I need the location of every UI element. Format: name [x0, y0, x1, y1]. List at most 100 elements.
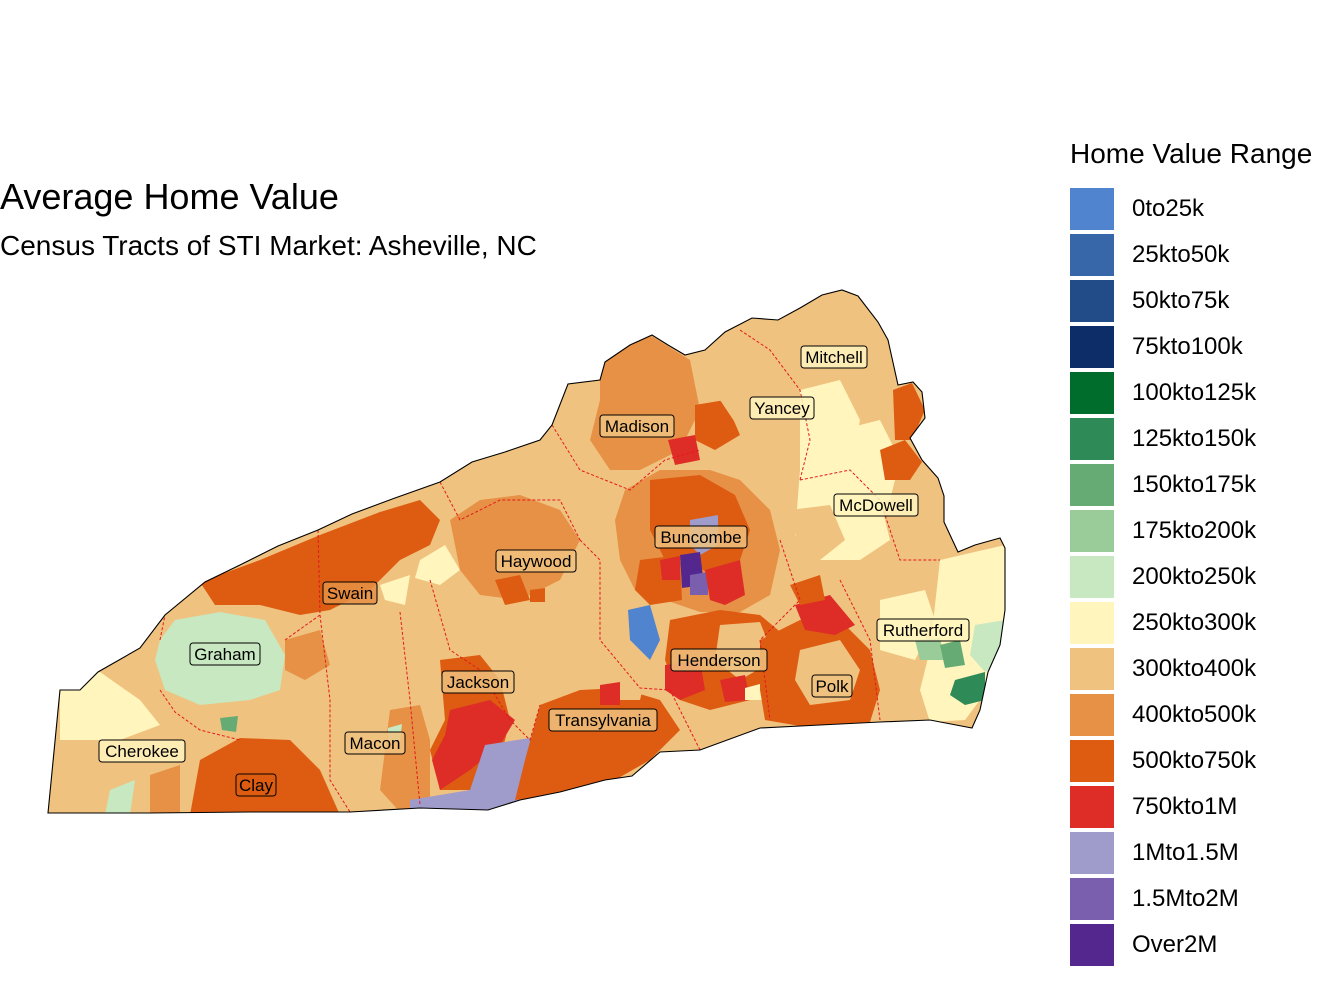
county-boundaries	[159, 329, 940, 813]
legend-item: 150kto175k	[1070, 462, 1344, 508]
tract	[200, 500, 440, 615]
legend-swatch	[1070, 234, 1114, 276]
legend-label: 100kto125k	[1132, 379, 1257, 406]
legend-swatch	[1070, 740, 1114, 782]
county-label: Buncombe	[654, 525, 748, 549]
tract	[628, 605, 660, 660]
tract	[60, 672, 160, 740]
legend-swatch	[1070, 602, 1114, 644]
county-label: Cherokee	[98, 739, 186, 763]
tract	[840, 420, 900, 505]
legend-item: Over2M	[1070, 922, 1344, 968]
legend-label: 500kto750k	[1132, 747, 1257, 774]
county-label-text: Mitchell	[805, 348, 863, 367]
county-label: Madison	[599, 414, 675, 438]
tract	[660, 556, 680, 580]
legend-label: 25kto50k	[1132, 241, 1230, 268]
tract	[530, 588, 545, 602]
legend-swatch	[1070, 280, 1114, 322]
county-label: Polk	[811, 674, 853, 698]
county-label: Yancey	[749, 396, 815, 420]
legend-label: 1Mto1.5M	[1132, 839, 1239, 866]
legend-swatch	[1070, 188, 1114, 230]
county-label: Transylvania	[548, 708, 658, 732]
tract	[950, 672, 985, 705]
county-label: Macon	[344, 731, 406, 755]
tract	[150, 765, 180, 813]
tract	[940, 640, 965, 668]
county-label-text: Cherokee	[105, 742, 179, 761]
county-label-text: Rutherford	[883, 621, 963, 640]
county-label-text: Yancey	[754, 399, 810, 418]
county-label: Swain	[322, 581, 378, 605]
legend-item: 125kto150k	[1070, 416, 1344, 462]
tract	[690, 572, 708, 595]
tract	[705, 560, 745, 605]
legend-label: 175kto200k	[1132, 517, 1257, 544]
tract	[720, 675, 750, 702]
choropleth-map: Mitchell Yancey Madison McDowell Buncomb…	[47, 289, 1006, 814]
county-label: Jackson	[441, 670, 515, 694]
legend-item: 1.5Mto2M	[1070, 876, 1344, 922]
county-label-text: Polk	[815, 677, 849, 696]
county-label-text: Haywood	[501, 552, 572, 571]
legend-item: 1Mto1.5M	[1070, 830, 1344, 876]
legend-item: 175kto200k	[1070, 508, 1344, 554]
county-labels: Mitchell Yancey Madison McDowell Buncomb…	[98, 345, 970, 797]
legend-item: 250kto300k	[1070, 600, 1344, 646]
tract	[380, 575, 410, 605]
county-label-text: Buncombe	[660, 528, 741, 547]
legend-label: 200kto250k	[1132, 563, 1257, 590]
tract	[600, 682, 620, 705]
legend: Home Value Range 0to25k 25kto50k 50kto75k 7…	[1070, 138, 1344, 968]
county-label: McDowell	[833, 493, 919, 517]
county-label: Graham	[189, 642, 261, 666]
legend-label: 400kto500k	[1132, 701, 1257, 728]
legend-swatch	[1070, 694, 1114, 736]
county-label: Clay	[235, 773, 277, 797]
tract	[745, 684, 762, 700]
legend-swatch	[1070, 924, 1114, 966]
legend-label: 300kto400k	[1132, 655, 1257, 682]
tract	[668, 435, 700, 465]
legend-swatch	[1070, 418, 1114, 460]
legend-label: 250kto300k	[1132, 609, 1257, 636]
legend-item: 25kto50k	[1070, 232, 1344, 278]
county-label-text: Madison	[605, 417, 669, 436]
county-label-text: Jackson	[447, 673, 509, 692]
legend-swatch	[1070, 786, 1114, 828]
county-label-text: Macon	[349, 734, 400, 753]
county-label-text: McDowell	[839, 496, 913, 515]
tract	[893, 383, 925, 440]
legend-item: 75kto100k	[1070, 324, 1344, 370]
county-label: Haywood	[495, 549, 577, 573]
legend-label: 50kto75k	[1132, 287, 1230, 314]
county-label-text: Transylvania	[555, 711, 651, 730]
tract	[432, 700, 515, 790]
legend-label: 0to25k	[1132, 195, 1205, 222]
map-title: Average Home Value	[0, 176, 339, 217]
legend-item: 0to25k	[1070, 186, 1344, 232]
legend-swatch	[1070, 832, 1114, 874]
legend-label: 125kto150k	[1132, 425, 1257, 452]
legend-label: 1.5Mto2M	[1132, 885, 1239, 912]
tract	[540, 440, 575, 495]
legend-item: 500kto750k	[1070, 738, 1344, 784]
legend-swatch	[1070, 510, 1114, 552]
county-label: Rutherford	[876, 618, 970, 642]
legend-item: 200kto250k	[1070, 554, 1344, 600]
legend-items: 0to25k 25kto50k 50kto75k 75kto100k 100kto125…	[1070, 186, 1344, 968]
tract	[600, 632, 650, 700]
legend-label: 750kto1M	[1132, 793, 1238, 820]
legend-swatch	[1070, 556, 1114, 598]
tract	[410, 738, 535, 812]
county-label: Mitchell	[800, 345, 868, 369]
tract	[105, 780, 135, 813]
tract	[220, 716, 238, 732]
tract	[880, 440, 922, 480]
legend-title: Home Value Range	[1070, 138, 1313, 169]
legend-item: 50kto75k	[1070, 278, 1344, 324]
legend-item: 400kto500k	[1070, 692, 1344, 738]
legend-swatch	[1070, 878, 1114, 920]
legend-label: 75kto100k	[1132, 333, 1243, 360]
